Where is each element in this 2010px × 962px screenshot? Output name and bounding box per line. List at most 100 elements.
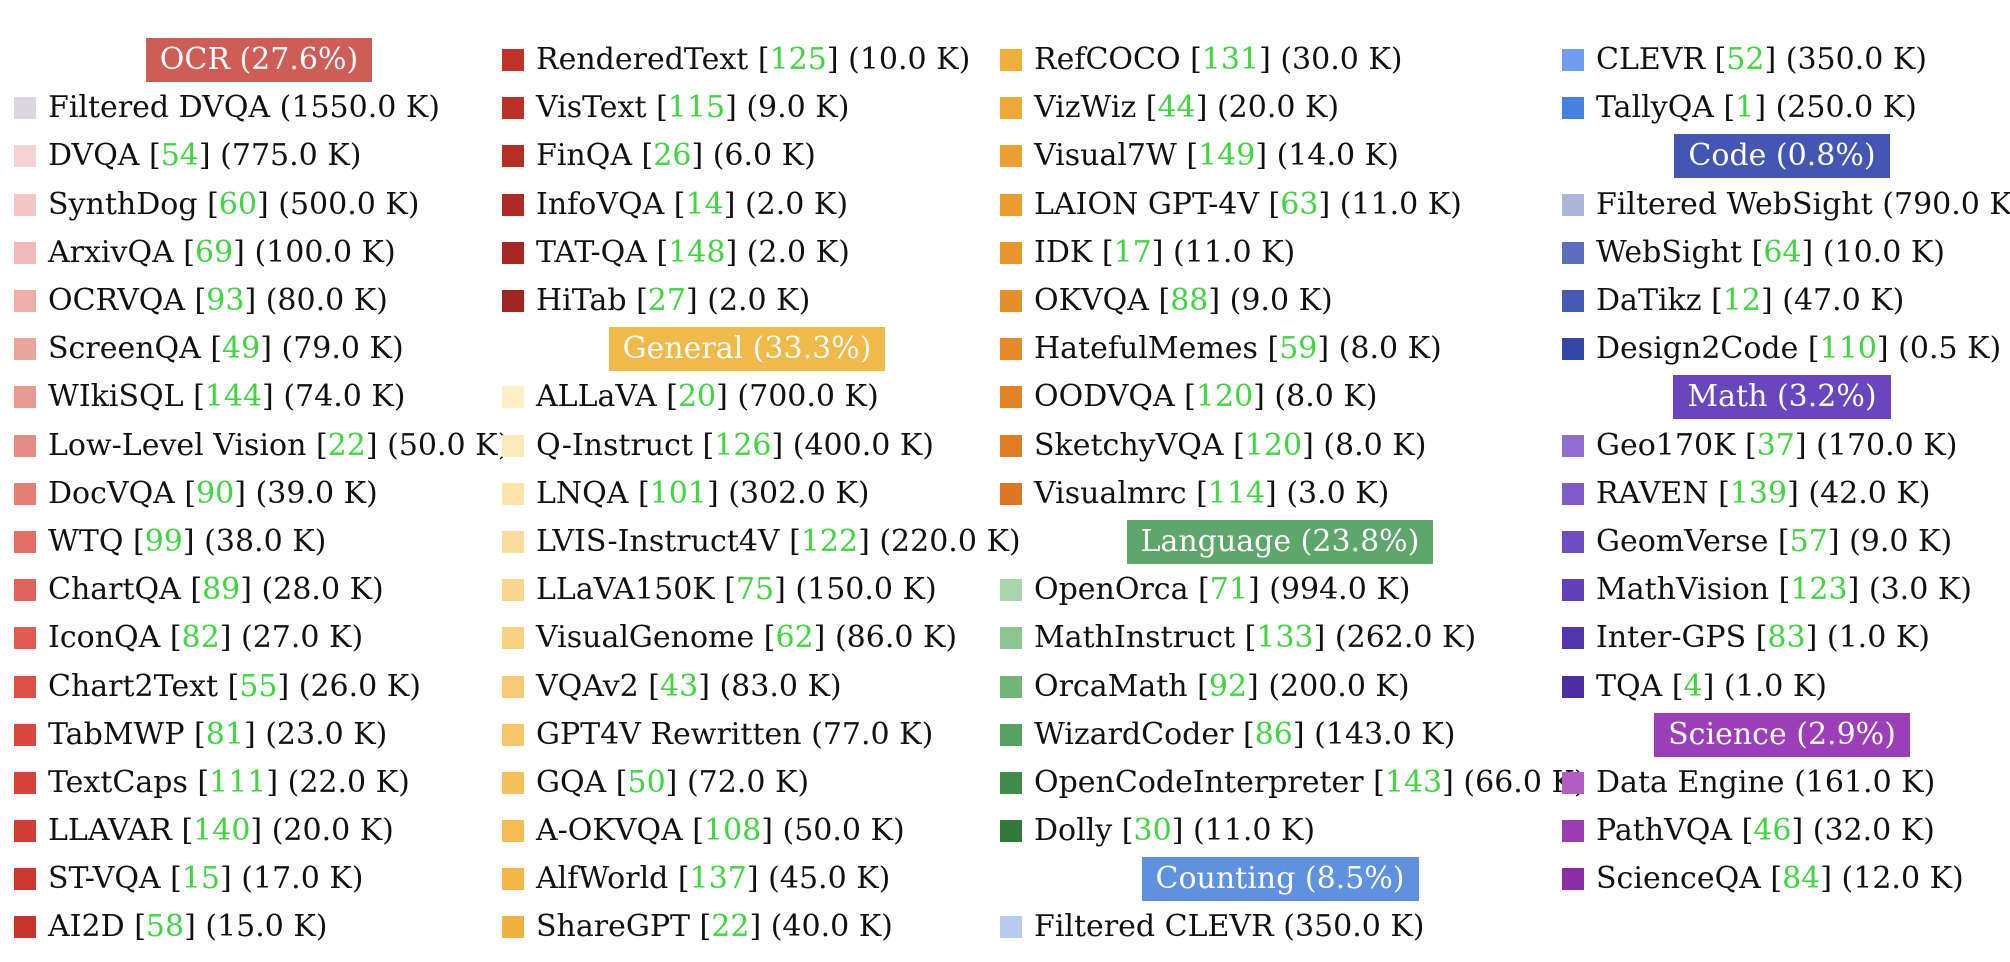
legend-column-2: RenderedText [125] (10.0 K) VisText [115]… [502,36,1021,952]
citation-link[interactable]: 131 [1201,42,1260,78]
color-swatch [1562,820,1584,843]
color-swatch [1000,49,1022,72]
dataset-name: DaTikz [1596,283,1702,319]
citation-link[interactable]: 125 [769,42,827,78]
dataset-size: (262.0 K) [1334,620,1477,656]
dataset-name: MathInstruct [1034,620,1236,656]
citation-link[interactable]: 86 [1254,716,1293,752]
citation-link[interactable]: 110 [1819,331,1877,367]
citation-link[interactable]: 22 [711,909,750,945]
citation-open-bracket: [ [1136,90,1158,126]
color-swatch [14,723,36,746]
citation-link[interactable]: 133 [1256,620,1314,656]
citation-link[interactable]: 149 [1198,138,1256,174]
citation-link[interactable]: 90 [196,475,235,511]
citation-link[interactable]: 120 [1244,427,1303,463]
spacer [1329,325,1339,373]
citation-link[interactable]: 82 [181,620,220,656]
citation-open-bracket: [ [200,331,223,367]
spacer [1330,181,1340,229]
citation-link[interactable]: 64 [1763,234,1802,270]
citation-link[interactable]: 108 [703,813,762,849]
citation-link[interactable]: 93 [206,283,245,319]
citation-link[interactable]: 143 [1384,764,1443,800]
citation-link[interactable]: 62 [775,620,814,656]
spacer [728,373,738,421]
citation-open-bracket: [ [1742,234,1764,270]
citation-link[interactable]: 43 [660,668,699,704]
dataset-entry: DVQA [54] (775.0 K) [14,132,504,180]
citation-link[interactable]: 63 [1280,186,1319,222]
citation-close-bracket: ] [813,620,826,656]
citation-link[interactable]: 4 [1683,668,1703,704]
category-header: Code (0.8%) [1562,132,2002,180]
citation-link[interactable]: 52 [1726,42,1765,78]
color-swatch [1562,97,1584,120]
spacer [256,711,266,759]
citation-link[interactable]: 12 [1722,283,1761,319]
citation-link[interactable]: 101 [649,475,707,511]
spacer [278,759,288,807]
citation-link[interactable]: 123 [1790,572,1848,608]
spacer [1207,84,1217,132]
color-swatch [1000,482,1022,505]
citation-open-bracket: [ [656,379,678,415]
citation-link[interactable]: 50 [627,764,666,800]
dataset-name: Dolly [1034,813,1113,849]
spacer [1714,663,1724,711]
citation-link[interactable]: 1 [1735,90,1755,126]
citation-link[interactable]: 140 [193,813,251,849]
citation-link[interactable]: 15 [181,861,221,897]
dataset-entry: VizWiz [44] (20.0 K) [1000,84,1560,132]
citation-link[interactable]: 122 [800,523,859,559]
color-swatch [1562,193,1584,216]
citation-link[interactable]: 148 [668,234,726,270]
citation-link[interactable]: 17 [1113,234,1152,270]
citation-link[interactable]: 22 [327,427,366,463]
citation-link[interactable]: 57 [1789,523,1828,559]
citation-close-bracket: ] [262,379,274,415]
citation-link[interactable]: 27 [647,283,686,319]
citation-open-bracket: [ [1148,283,1171,319]
spacer [1265,373,1275,421]
citation-link[interactable]: 139 [1729,475,1788,511]
citation-link[interactable]: 14 [685,186,724,222]
citation-open-bracket: [ [1760,861,1783,897]
citation-link[interactable]: 120 [1195,379,1254,415]
citation-link[interactable]: 71 [1209,572,1248,608]
citation-link[interactable]: 89 [202,572,241,608]
citation-link[interactable]: 126 [714,427,772,463]
dataset-name: ScienceQA [1596,861,1761,897]
citation-link[interactable]: 55 [239,668,278,704]
citation-link[interactable]: 81 [205,716,244,752]
citation-link[interactable]: 49 [222,331,261,367]
citation-link[interactable]: 69 [194,234,234,270]
citation-link[interactable]: 46 [1753,813,1792,849]
citation-link[interactable]: 137 [689,861,747,897]
dataset-name: Filtered DVQA [48,90,271,126]
citation-link[interactable]: 84 [1782,861,1821,897]
citation-link[interactable]: 26 [653,138,692,174]
dataset-name: VQAv2 [536,668,639,704]
citation-link[interactable]: 20 [677,379,717,415]
citation-link[interactable]: 114 [1207,475,1266,511]
citation-link[interactable]: 75 [735,572,775,608]
citation-link[interactable]: 37 [1756,427,1795,463]
citation-link[interactable]: 92 [1208,668,1248,704]
citation-link[interactable]: 115 [667,90,726,126]
citation-link[interactable]: 59 [1279,331,1318,367]
citation-link[interactable]: 83 [1767,620,1806,656]
citation-link[interactable]: 54 [160,138,199,174]
citation-link[interactable]: 30 [1133,813,1172,849]
citation-link[interactable]: 99 [144,523,183,559]
color-swatch [1562,49,1584,72]
citation-close-bracket: ] [1805,620,1818,656]
dataset-entry: VQAv2 [43] (83.0 K) [502,662,992,710]
citation-link[interactable]: 111 [209,764,267,800]
citation-link[interactable]: 144 [204,379,263,415]
citation-link[interactable]: 60 [218,186,257,222]
citation-link[interactable]: 88 [1170,283,1209,319]
citation-close-bracket: ] [256,186,269,222]
citation-link[interactable]: 58 [145,909,185,945]
citation-link[interactable]: 44 [1157,90,1196,126]
